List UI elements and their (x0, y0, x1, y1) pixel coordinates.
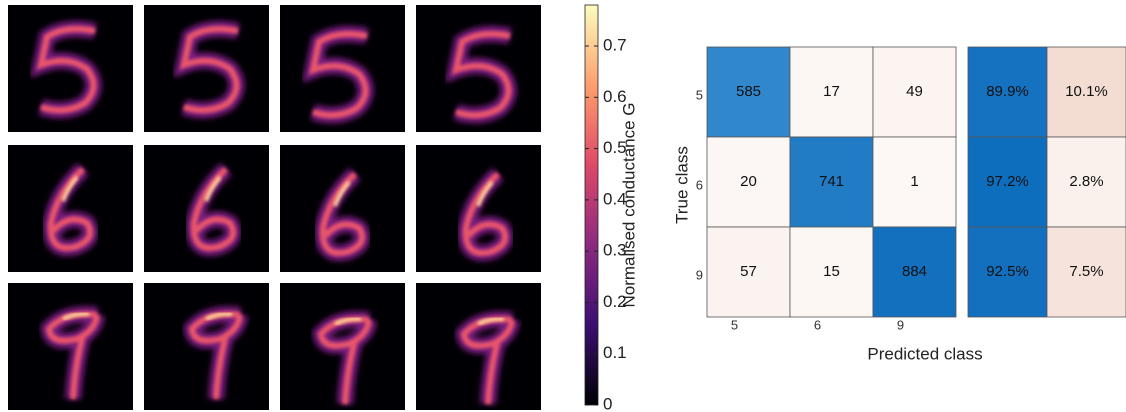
cell-label: 884 (902, 263, 927, 280)
summary-label: 92.5% (986, 263, 1029, 280)
colorbar-tick-label: 0.7 (603, 36, 627, 55)
cell-label: 15 (823, 263, 840, 280)
colorbar-tick-label: 0.5 (603, 138, 627, 157)
digit-image (8, 5, 133, 132)
matrix-cell (706, 46, 791, 138)
y-tick-label: 5 (696, 87, 703, 102)
colorbar (584, 4, 599, 406)
colorbar-tick-label: 0.3 (603, 241, 627, 260)
summary-cell (1046, 226, 1126, 318)
matrix-cell (872, 226, 957, 318)
matrix-cell (706, 226, 791, 318)
y-tick-label: 9 (696, 267, 703, 282)
digit-image (416, 5, 541, 132)
colorbar-tick-label: 0 (603, 394, 612, 412)
summary-label: 7.5% (1069, 263, 1103, 280)
cell-label: 741 (819, 173, 844, 190)
summary-label: 10.1% (1065, 83, 1108, 100)
summary-label: 2.8% (1069, 173, 1103, 190)
digit-image (280, 5, 405, 132)
matrix-cell (706, 136, 791, 228)
cell-label: 17 (823, 83, 840, 100)
digit-image (144, 5, 269, 132)
colorbar-tick-label: 0.6 (603, 87, 627, 106)
digit-image (280, 283, 405, 410)
cell-label: 20 (740, 173, 757, 190)
cell-label: 1 (910, 173, 918, 190)
colorbar-tick-label: 0.2 (603, 292, 627, 311)
matrix-cell (872, 46, 957, 138)
digit-image (416, 283, 541, 410)
matrix-cell (872, 136, 957, 228)
colorbar-tick-label: 0.1 (603, 343, 627, 362)
summary-cell (1046, 46, 1126, 138)
digit-image (144, 283, 269, 410)
colorbar-tick-label: 0.4 (603, 189, 627, 208)
digit-images (8, 5, 541, 410)
x-tick-label: 5 (731, 317, 738, 332)
matrix-cell (789, 46, 874, 138)
digit-image (8, 283, 133, 410)
cell-label: 57 (740, 263, 757, 280)
y-tick-label: 6 (696, 177, 703, 192)
x-axis-label: Predicted class (867, 344, 982, 363)
summary-label: 89.9% (986, 83, 1029, 100)
colorbar-label: Normalised conductance G (619, 102, 638, 307)
cell-label: 49 (906, 83, 923, 100)
digit-image (416, 145, 541, 272)
summary-cell (1046, 136, 1126, 228)
summary-label: 97.2% (986, 173, 1029, 190)
cell-label: 585 (736, 83, 761, 100)
digit-image (280, 145, 405, 272)
x-tick-label: 9 (897, 317, 904, 332)
summary-cell (967, 136, 1048, 228)
digit-image (8, 145, 133, 272)
x-tick-label: 6 (814, 317, 821, 332)
digit-image (144, 145, 269, 272)
y-axis-label: True class (672, 146, 691, 224)
matrix-cell (789, 226, 874, 318)
summary-cell (967, 226, 1048, 318)
